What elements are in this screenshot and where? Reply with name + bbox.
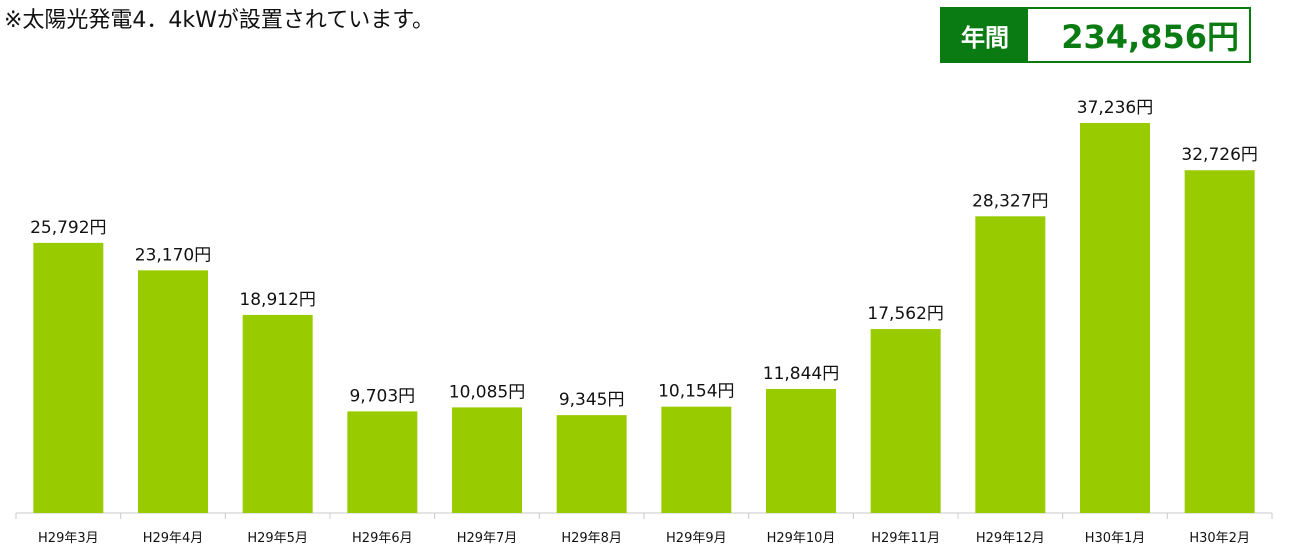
bar-value-label: 25,792円 (30, 218, 106, 238)
bar-7 (661, 406, 732, 513)
x-tick-label: H29年12月 (976, 531, 1045, 546)
bar-value-label: 32,726円 (1181, 145, 1257, 165)
x-tick-label: H29年11月 (871, 531, 940, 546)
bar-value-label: 17,562円 (867, 304, 943, 324)
bar-9 (870, 329, 941, 513)
x-tick-label: H29年4月 (143, 531, 204, 546)
bar-value-label: 28,327円 (972, 191, 1048, 211)
x-tick-label: H30年1月 (1085, 531, 1146, 546)
x-tick-label: H29年3月 (38, 531, 99, 546)
bar-6 (556, 415, 627, 513)
bar-5 (452, 407, 522, 513)
bar-1 (33, 242, 104, 513)
x-tick-label: H29年10月 (767, 531, 836, 546)
bar-8 (766, 388, 836, 513)
bar-value-label: 10,154円 (658, 382, 734, 402)
x-tick-label: H29年6月 (352, 531, 413, 546)
bar-2 (138, 270, 208, 513)
x-tick-label: H29年7月 (457, 531, 518, 546)
bar-value-label: 23,170円 (135, 245, 211, 265)
x-tick-label: H29年5月 (247, 531, 308, 546)
x-tick-label: H29年9月 (666, 531, 727, 546)
bar-12 (1184, 170, 1255, 513)
x-tick-label: H29年8月 (561, 531, 622, 546)
bar-10 (975, 216, 1046, 514)
annual-total-value: 234,856円 (1061, 18, 1239, 56)
bar-value-label: 10,085円 (449, 382, 525, 402)
annual-total-label: 年間 (942, 9, 1028, 61)
bar-value-label: 9,345円 (559, 390, 625, 410)
x-tick-label: H30年2月 (1189, 531, 1250, 546)
installation-note: ※太陽光発電4．4kWが設置されています。 (4, 8, 435, 33)
annual-total-box: 年間 234,856円 (940, 7, 1251, 63)
bar-value-label: 11,844円 (763, 364, 839, 384)
bar-4 (347, 411, 418, 513)
bar-value-label: 18,912円 (239, 290, 315, 310)
bar-value-label: 37,236円 (1077, 98, 1153, 118)
bar-3 (242, 314, 313, 513)
bar-11 (1080, 123, 1150, 513)
bar-value-label: 9,703円 (349, 386, 415, 406)
